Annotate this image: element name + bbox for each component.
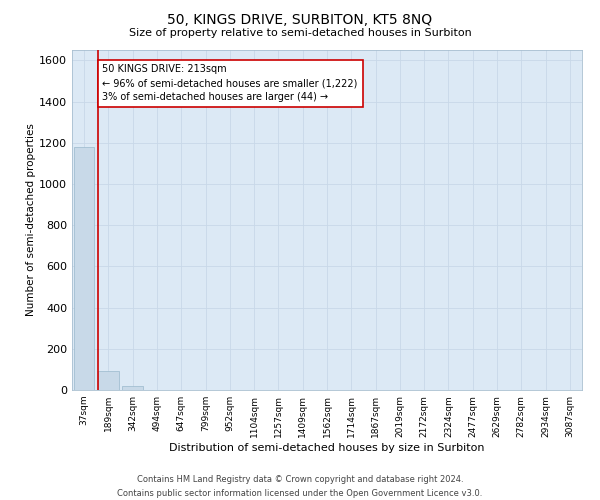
Y-axis label: Number of semi-detached properties: Number of semi-detached properties (26, 124, 36, 316)
X-axis label: Distribution of semi-detached houses by size in Surbiton: Distribution of semi-detached houses by … (169, 442, 485, 452)
Text: 50 KINGS DRIVE: 213sqm
← 96% of semi-detached houses are smaller (1,222)
3% of s: 50 KINGS DRIVE: 213sqm ← 96% of semi-det… (103, 64, 358, 102)
Bar (98, 372, 119, 390)
Text: Size of property relative to semi-detached houses in Surbiton: Size of property relative to semi-detach… (128, 28, 472, 38)
Text: Contains HM Land Registry data © Crown copyright and database right 2024.
Contai: Contains HM Land Registry data © Crown c… (118, 476, 482, 498)
Bar (74, 147, 94, 390)
Text: 50, KINGS DRIVE, SURBITON, KT5 8NQ: 50, KINGS DRIVE, SURBITON, KT5 8NQ (167, 12, 433, 26)
Bar (122, 386, 143, 390)
